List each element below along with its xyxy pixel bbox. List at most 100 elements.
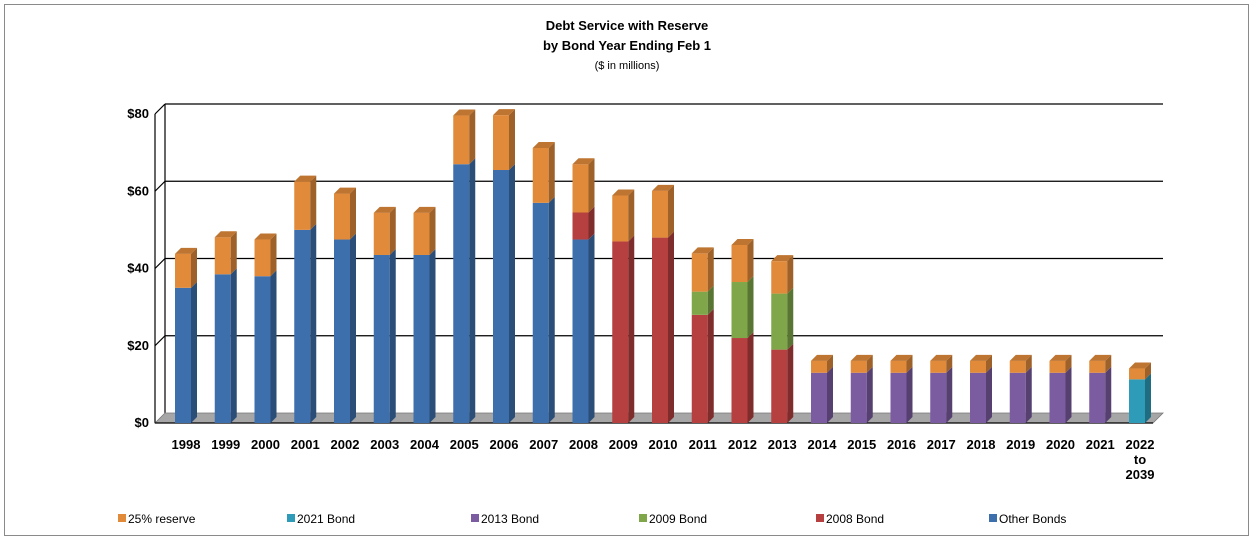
bar-top <box>652 184 674 191</box>
gridline-depth <box>154 103 166 115</box>
x-tick-label: 2022 to 2039 <box>1126 437 1155 482</box>
bar-top <box>572 158 595 165</box>
bar-segment-side <box>827 366 833 423</box>
x-tick-label: 2010 <box>649 437 678 452</box>
bar-top <box>532 141 555 148</box>
bar-segment-side <box>946 354 953 373</box>
bar-segment-side <box>866 354 873 373</box>
bar-segment <box>175 253 191 288</box>
gridline-depth <box>154 180 166 192</box>
x-tick-label: 2012 <box>728 437 757 452</box>
bar-segment <box>731 338 748 423</box>
bar-segment <box>373 254 390 423</box>
x-tick-label: 2007 <box>529 437 558 452</box>
chart-title: Debt Service with Reserve <box>546 18 709 33</box>
bar-segment-side <box>707 285 714 315</box>
legend-swatch <box>287 514 295 522</box>
bar-segment <box>294 181 311 230</box>
bar-segment-side <box>310 175 317 230</box>
bar-segment <box>1049 372 1066 423</box>
bar-segment <box>572 164 589 213</box>
bar-segment-side <box>747 238 754 283</box>
bar-segment <box>612 241 629 423</box>
bar-segment <box>850 360 867 373</box>
bar-segment-side <box>707 308 714 423</box>
bar-top <box>612 189 635 196</box>
bar-segment-side <box>628 189 635 242</box>
bar-segment-side <box>1145 362 1151 380</box>
bar-segment-side <box>230 231 237 275</box>
legend: 25% reserve 2021 Bond 2013 Bond 2009 Bond 20… <box>118 512 1066 526</box>
bar-segment <box>731 244 748 283</box>
bar-segment <box>691 253 708 292</box>
legend-label: 2013 Bond <box>481 512 539 526</box>
bar-segment-side <box>1105 354 1112 373</box>
legend-swatch <box>639 514 647 522</box>
bar-segment-side <box>310 223 317 423</box>
bar-segment <box>453 115 470 165</box>
bar-segment <box>970 360 986 373</box>
bar-segment-side <box>787 343 794 423</box>
bar-segment <box>970 372 986 423</box>
bar-segment <box>413 254 430 423</box>
bar-segment-side <box>668 231 674 423</box>
bar-segment-side <box>1025 354 1032 373</box>
y-tick-label: $40 <box>127 261 149 276</box>
chart-subtitle: by Bond Year Ending Feb 1 <box>543 38 711 53</box>
bar-top <box>970 354 992 361</box>
legend-label: 2009 Bond <box>649 512 707 526</box>
legend-swatch <box>118 514 126 522</box>
bar-segment <box>532 202 549 423</box>
x-tick-label: 2011 <box>689 437 717 452</box>
bar-top <box>254 233 277 240</box>
bar-segment <box>214 237 231 275</box>
bar-segment <box>175 287 191 423</box>
y-tick-label: $80 <box>127 106 149 121</box>
bar-top <box>334 187 356 194</box>
bar-segment-side <box>588 158 595 213</box>
bar-top <box>413 206 436 213</box>
bar-segment-side <box>350 233 356 423</box>
x-tick-label: 2016 <box>887 437 916 452</box>
x-tick-label: 2017 <box>927 437 956 452</box>
x-tick-label: 2009 <box>609 437 638 452</box>
bar-segment <box>254 276 271 423</box>
x-tick-label: 2013 <box>768 437 797 452</box>
bar-segment-side <box>866 366 873 423</box>
bar-segment <box>731 282 748 339</box>
chart-frame <box>4 4 1249 536</box>
bar-segment-side <box>509 164 515 423</box>
bar-segment <box>890 372 907 423</box>
x-tick-label: 2003 <box>370 437 399 452</box>
bar-top <box>930 354 953 361</box>
bar-segment-side <box>787 287 794 350</box>
bar-segment-side <box>906 366 913 423</box>
legend-label: 25% reserve <box>128 512 196 526</box>
bar-top <box>771 255 794 262</box>
bar-segment <box>453 164 470 423</box>
bar-top <box>453 109 476 116</box>
bar-segment-side <box>389 206 396 255</box>
x-tick-label: 2001 <box>291 437 320 452</box>
bar-segment <box>1129 379 1145 423</box>
bar-segment-side <box>191 281 197 423</box>
bar-segment <box>334 239 350 423</box>
bar-top <box>1009 354 1032 361</box>
bar-segment-side <box>429 206 436 255</box>
gridline-depth <box>154 258 166 269</box>
bar-top <box>175 247 197 254</box>
chart-units-note: ($ in millions) <box>595 60 660 72</box>
bar-top <box>731 238 754 245</box>
bar-segment-side <box>350 187 356 240</box>
bar-segment <box>691 314 708 423</box>
bar-segment-side <box>747 276 754 339</box>
bar-segment <box>652 190 668 238</box>
bar-top <box>890 354 913 361</box>
bar-segment-side <box>1105 366 1112 423</box>
bar-top <box>214 231 237 238</box>
bar-segment <box>850 372 867 423</box>
bar-segment <box>572 212 589 240</box>
bar-segment <box>691 291 708 315</box>
x-tick-label: 2019 <box>1006 437 1035 452</box>
